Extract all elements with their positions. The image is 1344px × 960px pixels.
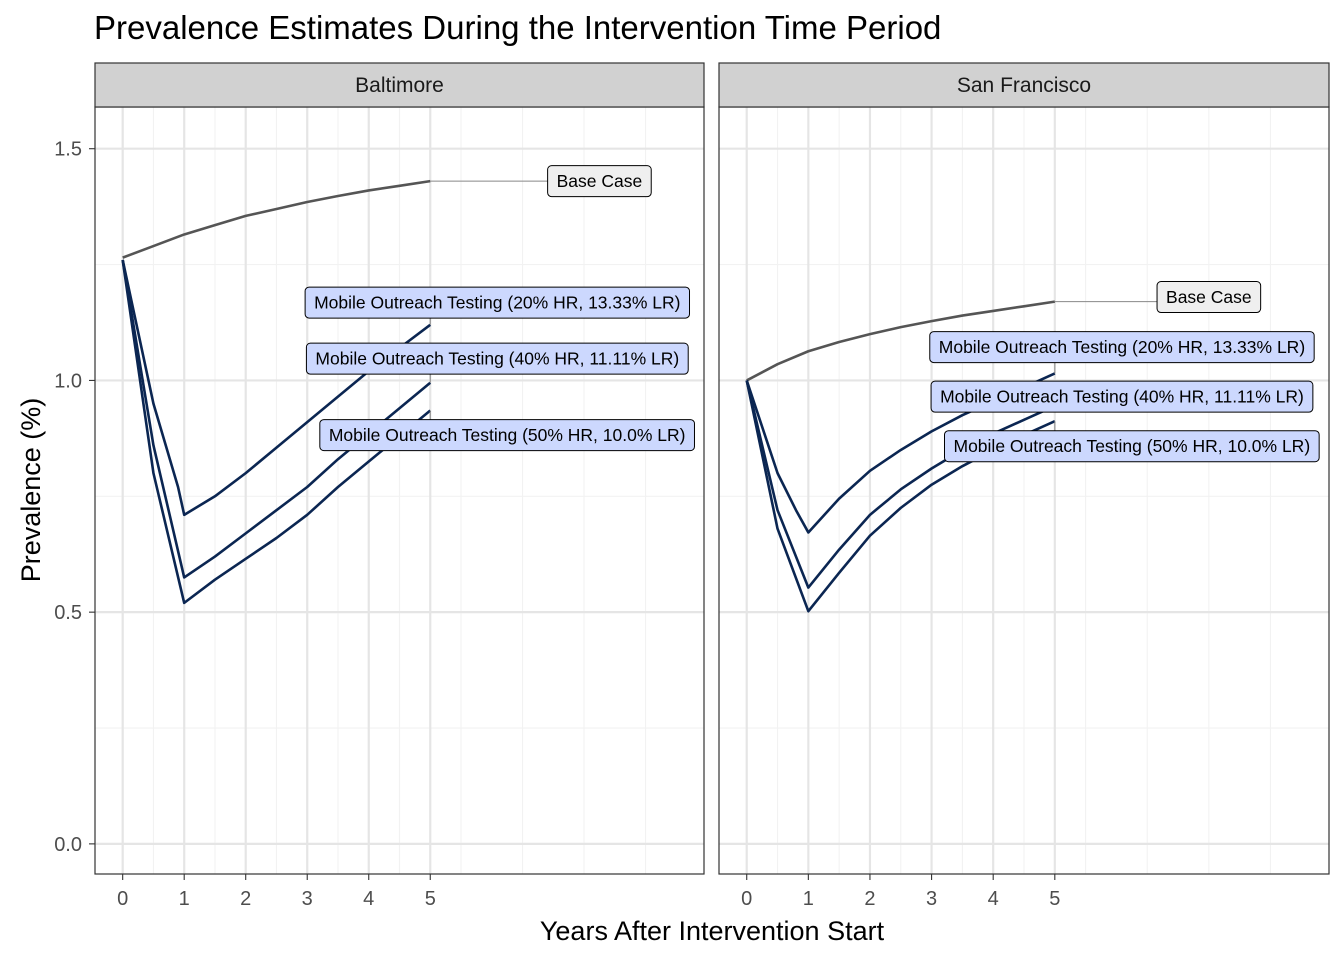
label-text: Base Case — [1166, 287, 1252, 307]
base-case-label: Base Case — [1054, 281, 1262, 314]
x-axis-title: Years After Intervention Start — [540, 916, 885, 946]
label-text: Mobile Outreach Testing (20% HR, 13.33% … — [314, 293, 680, 313]
y-axis-title: Prevalence (%) — [16, 398, 46, 583]
label-text: Mobile Outreach Testing (50% HR, 10.0% L… — [329, 425, 686, 445]
x-tick-label: 5 — [1049, 888, 1060, 910]
x-tick-label: 3 — [302, 888, 313, 910]
base-case-label: Base Case — [430, 165, 652, 198]
facet-strip-label: Baltimore — [355, 74, 444, 97]
x-tick-label: 2 — [240, 888, 251, 910]
chart-title: Prevalence Estimates During the Interven… — [94, 9, 941, 46]
label-box — [305, 342, 689, 375]
intervention-line — [121, 259, 432, 605]
facet-strip — [94, 62, 705, 108]
facet-panels: 0.0 0.5 1.0 1.5 Base Case Mobile Outreach Tes… — [54, 62, 1330, 910]
x-tick-label: 4 — [363, 888, 374, 910]
label-box — [929, 331, 1315, 364]
y-tick-label: 1.5 — [54, 139, 82, 161]
x-tick-label: 0 — [117, 888, 128, 910]
label-box — [930, 380, 1314, 413]
y-tick-label: 0.0 — [54, 834, 82, 856]
intervention-label: Mobile Outreach Testing (50% HR, 10.0% L… — [944, 421, 1320, 463]
intervention-line — [745, 380, 1056, 589]
label-text: Mobile Outreach Testing (20% HR, 13.33% … — [939, 337, 1305, 357]
label-text: Mobile Outreach Testing (40% HR, 11.11% … — [940, 387, 1304, 407]
label-box — [304, 286, 691, 319]
label-text: Mobile Outreach Testing (40% HR, 11.11% … — [315, 349, 679, 369]
intervention-label: Mobile Outreach Testing (20% HR, 13.33% … — [929, 331, 1315, 374]
x-tick-label: 3 — [926, 888, 937, 910]
label-box — [547, 165, 652, 198]
x-tick-label: 5 — [425, 888, 436, 910]
x-tick-label: 1 — [179, 888, 190, 910]
intervention-label: Mobile Outreach Testing (40% HR, 11.11% … — [930, 380, 1314, 413]
x-tick-label: 0 — [741, 888, 752, 910]
label-text: Base Case — [557, 171, 643, 191]
x-tick-label: 4 — [988, 888, 999, 910]
base-case-line — [746, 300, 1056, 382]
x-tick-label: 1 — [803, 888, 814, 910]
facet-panel: Base Case Mobile Outreach Testing (20% HR… — [94, 62, 705, 910]
x-tick-label: 2 — [864, 888, 875, 910]
label-box — [1156, 281, 1262, 314]
facet-strip — [718, 62, 1330, 108]
base-case-line — [122, 179, 431, 259]
y-tick-label: 1.0 — [54, 370, 82, 392]
label-text: Mobile Outreach Testing (50% HR, 10.0% L… — [954, 436, 1311, 456]
y-tick-label: 0.5 — [54, 602, 82, 624]
facet-strip-label: San Francisco — [957, 74, 1091, 97]
label-box — [944, 430, 1320, 463]
intervention-label: Mobile Outreach Testing (50% HR, 10.0% L… — [319, 410, 695, 452]
intervention-label: Mobile Outreach Testing (20% HR, 13.33% … — [304, 286, 691, 325]
label-box — [319, 419, 695, 452]
facet-panel: Base Case Mobile Outreach Testing (20% HR… — [718, 62, 1330, 910]
intervention-label: Mobile Outreach Testing (40% HR, 11.11% … — [305, 342, 689, 383]
